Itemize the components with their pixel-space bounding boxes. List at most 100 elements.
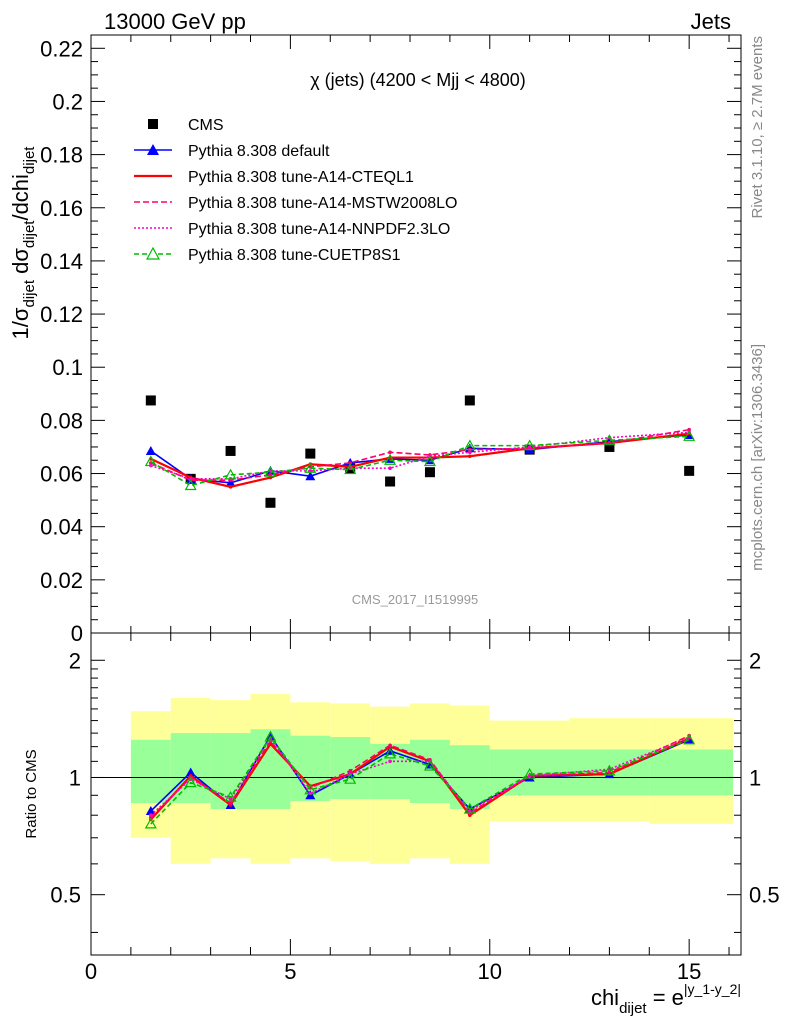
ratio-y-axis-label: Ratio to CMS bbox=[23, 749, 40, 838]
mcplots-label: mcplots.cern.ch [arXiv:1306.3436] bbox=[749, 344, 766, 571]
x-tick-label: 5 bbox=[284, 959, 296, 984]
main-y-tick-label: 0.12 bbox=[40, 302, 83, 327]
main-y-tick-label: 0.14 bbox=[40, 249, 83, 274]
watermark-label: CMS_2017_I1519995 bbox=[352, 592, 479, 607]
legend-marker bbox=[148, 119, 158, 129]
ratio-series-line bbox=[150, 735, 690, 818]
ratio-series-marker bbox=[523, 767, 536, 779]
main-series-layer bbox=[144, 395, 696, 508]
main-y-tick-label: 0.08 bbox=[40, 408, 83, 433]
main-series-marker bbox=[184, 479, 197, 491]
main-series-marker bbox=[264, 465, 277, 477]
main-y-axis-label: 1/σdijet dσdijet/dchidijet bbox=[8, 146, 38, 340]
legend-label: CMS bbox=[188, 117, 224, 134]
ratio-series-marker bbox=[228, 801, 233, 805]
main-series-marker bbox=[225, 477, 236, 487]
ratio-inner-band bbox=[330, 737, 371, 800]
ratio-series-marker bbox=[384, 747, 397, 759]
ratio-series-marker bbox=[527, 773, 532, 778]
main-y-tick-label: 0.04 bbox=[40, 515, 83, 540]
main-y-tick-label: 0.02 bbox=[40, 568, 83, 593]
main-series-marker bbox=[384, 454, 397, 465]
main-y-tick-label: 0.16 bbox=[40, 196, 83, 221]
main-series-marker bbox=[523, 439, 536, 451]
cms-data-point bbox=[305, 448, 316, 459]
ratio-series-marker bbox=[348, 769, 353, 773]
ratio-series-marker bbox=[683, 733, 696, 745]
main-y-tick-label: 0.18 bbox=[40, 143, 83, 168]
legend-label: Pythia 8.308 tune-CUETP8S1 bbox=[188, 247, 401, 264]
ratio-series-marker bbox=[344, 772, 357, 784]
main-y-tick-label: 0.2 bbox=[52, 89, 83, 114]
legend-marker bbox=[145, 246, 161, 260]
ratio-series-marker bbox=[603, 764, 616, 776]
legend-marker bbox=[147, 144, 159, 155]
main-y-tick-label: 0 bbox=[71, 621, 83, 646]
ratio-series-marker bbox=[304, 783, 317, 795]
ratio-series-marker bbox=[144, 817, 157, 829]
ratio-series-marker bbox=[228, 797, 233, 801]
ratio-series-marker bbox=[388, 743, 392, 748]
main-y-tick-label: 0.1 bbox=[52, 355, 83, 380]
ratio-series-marker bbox=[423, 759, 436, 771]
cms-data-point bbox=[225, 445, 236, 456]
legend-label: Pythia 8.308 tune-A14-NNPDF2.3LO bbox=[188, 221, 450, 238]
main-series-marker bbox=[463, 439, 476, 451]
main-series-marker bbox=[388, 450, 392, 455]
main-series-marker bbox=[188, 477, 193, 481]
ratio-axis-ticks: 0.5 0.5 1 1 2 2 0 5 10 15 bbox=[50, 633, 780, 984]
ratio-y-tick-label-right: 2 bbox=[749, 648, 761, 673]
cms-data-point bbox=[385, 476, 396, 487]
ratio-series-marker bbox=[463, 802, 476, 814]
ratio-series-marker bbox=[184, 776, 197, 788]
ratio-series-marker bbox=[185, 767, 196, 777]
main-series-marker bbox=[687, 427, 691, 432]
ratio-series-marker bbox=[224, 790, 237, 802]
ratio-series-marker bbox=[145, 806, 156, 816]
legend-label: Pythia 8.308 default bbox=[188, 143, 330, 160]
ratio-series-marker bbox=[264, 730, 277, 742]
main-series-marker bbox=[304, 461, 317, 473]
ratio-y-tick-label: 2 bbox=[69, 648, 81, 673]
main-series-marker bbox=[423, 455, 436, 467]
ratio-series-marker bbox=[468, 809, 472, 813]
ratio-inner-band bbox=[410, 739, 450, 803]
ratio-y-tick-label-right: 0.5 bbox=[749, 883, 780, 908]
ratio-series-marker bbox=[149, 813, 153, 818]
legend: CMS Pythia 8.308 default Pythia 8.308 tune… bbox=[134, 117, 457, 264]
ratio-y-tick-label: 0.5 bbox=[50, 883, 81, 908]
rivet-label: Rivet 3.1.10, ≥ 2.7M events bbox=[749, 36, 766, 219]
chart-title: χ (jets) (4200 < Mjj < 4800) bbox=[310, 70, 526, 90]
ratio-inner-band bbox=[649, 749, 734, 796]
main-y-tick-label: 0.22 bbox=[40, 36, 83, 61]
cms-data-point bbox=[604, 441, 615, 452]
main-series-marker bbox=[144, 455, 157, 467]
ratio-series-marker bbox=[607, 770, 612, 775]
process-label: Jets bbox=[691, 9, 731, 34]
main-series-marker bbox=[468, 454, 472, 459]
x-tick-label: 10 bbox=[478, 959, 502, 984]
main-series-marker bbox=[145, 445, 156, 455]
cms-data-point bbox=[145, 395, 156, 406]
ratio-y-tick-label: 1 bbox=[69, 765, 81, 790]
cms-data-point bbox=[684, 465, 695, 476]
main-series-marker bbox=[603, 434, 616, 445]
main-series-marker bbox=[348, 461, 353, 465]
x-axis-label: chidijet = e|y_1-y_2| bbox=[591, 981, 741, 1017]
ratio-series-marker bbox=[388, 759, 392, 764]
main-y-tick-label: 0.06 bbox=[40, 462, 83, 487]
main-series-marker bbox=[468, 450, 472, 455]
main-series-marker bbox=[305, 471, 316, 481]
energy-label: 13000 GeV pp bbox=[104, 9, 246, 34]
x-tick-label: 0 bbox=[85, 959, 97, 984]
main-series-line bbox=[150, 428, 690, 481]
main-series-marker bbox=[683, 430, 696, 441]
main-series-line bbox=[150, 435, 690, 487]
ratio-frame bbox=[90, 632, 742, 956]
main-series-marker bbox=[344, 463, 357, 475]
cms-data-point bbox=[424, 467, 435, 478]
main-series-marker bbox=[388, 466, 392, 471]
ratio-inner-band bbox=[290, 735, 331, 802]
legend-label: Pythia 8.308 tune-A14-CTEQL1 bbox=[188, 169, 414, 186]
